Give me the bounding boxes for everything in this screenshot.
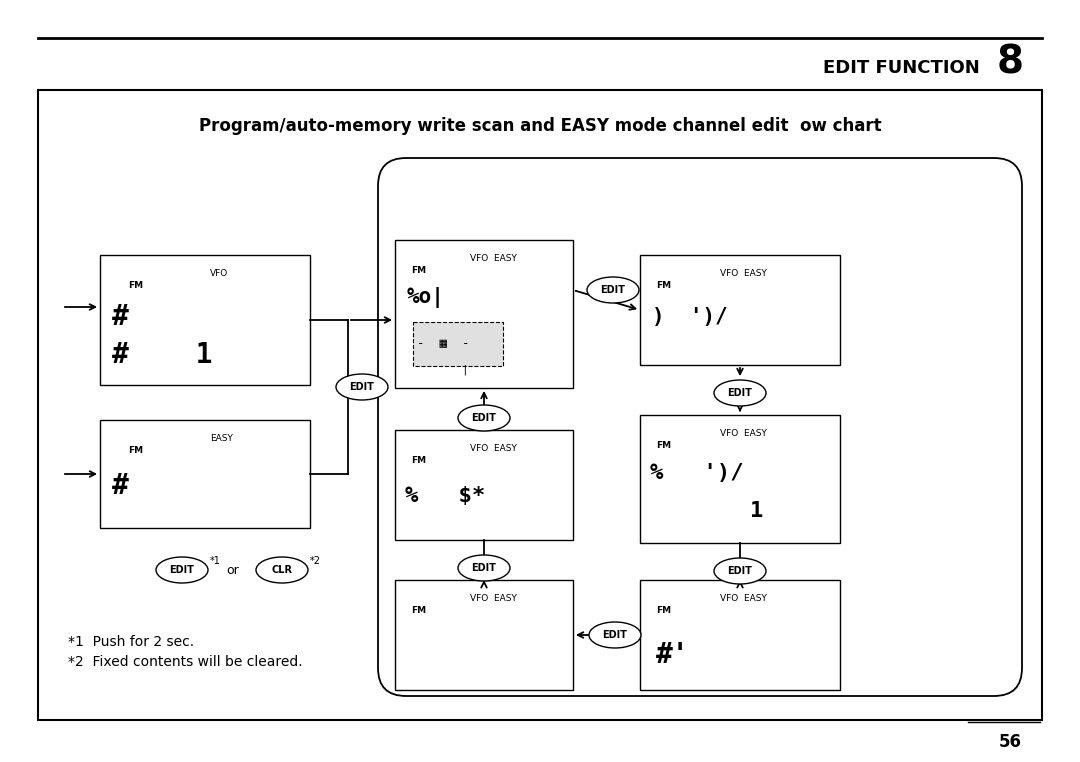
Text: FM: FM [656,606,671,615]
Text: *1: *1 [210,556,221,566]
Ellipse shape [256,557,308,583]
Text: or: or [226,564,239,577]
FancyBboxPatch shape [395,240,573,388]
Ellipse shape [589,622,642,648]
Text: EDIT FUNCTION: EDIT FUNCTION [823,59,980,77]
Text: #    1: # 1 [112,341,213,369]
Text: EDIT: EDIT [170,565,194,575]
Text: #: # [112,303,129,331]
Text: -  ▦  -: - ▦ - [417,338,470,351]
Ellipse shape [336,374,388,400]
Text: *2: *2 [310,556,321,566]
FancyBboxPatch shape [640,415,840,543]
FancyBboxPatch shape [100,255,310,385]
Text: EDIT: EDIT [728,566,753,576]
Text: #: # [112,472,129,500]
Text: FM: FM [129,281,144,290]
Text: VFO  EASY: VFO EASY [720,429,767,438]
Text: EASY: EASY [210,434,233,443]
Text: VFO  EASY: VFO EASY [470,444,517,453]
FancyBboxPatch shape [640,255,840,365]
Text: |: | [461,365,469,375]
Text: FM: FM [411,606,427,615]
Text: FM: FM [656,281,671,290]
Text: )  ')/: ) ')/ [652,307,728,327]
Text: CLR: CLR [271,565,293,575]
Text: FM: FM [656,441,671,450]
Text: VFO  EASY: VFO EASY [720,269,767,278]
Ellipse shape [156,557,208,583]
Ellipse shape [588,277,639,303]
Text: VFO: VFO [210,269,228,278]
Text: EDIT: EDIT [350,382,375,392]
FancyBboxPatch shape [38,90,1042,720]
FancyBboxPatch shape [395,580,573,690]
Text: *1  Push for 2 sec.: *1 Push for 2 sec. [68,635,194,649]
Text: FM: FM [411,456,427,465]
FancyBboxPatch shape [395,430,573,540]
Ellipse shape [714,380,766,406]
Text: %o|: %o| [407,287,445,309]
Text: #': #' [656,641,689,669]
Ellipse shape [714,558,766,584]
Text: FM: FM [411,266,427,275]
Text: EDIT: EDIT [600,285,625,295]
Text: EDIT: EDIT [472,413,497,423]
Text: *2  Fixed contents will be cleared.: *2 Fixed contents will be cleared. [68,655,302,669]
Text: %   $*: % $* [405,486,485,506]
FancyBboxPatch shape [378,158,1022,696]
Text: VFO  EASY: VFO EASY [470,594,517,603]
Text: EDIT: EDIT [728,388,753,398]
FancyBboxPatch shape [640,580,840,690]
Text: FM: FM [129,446,144,455]
Text: 56: 56 [999,733,1022,751]
Ellipse shape [458,405,510,431]
Text: VFO  EASY: VFO EASY [720,594,767,603]
Text: EDIT: EDIT [603,630,627,640]
FancyBboxPatch shape [413,322,503,366]
Ellipse shape [458,555,510,581]
Text: 1: 1 [750,501,764,521]
FancyBboxPatch shape [100,420,310,528]
Text: VFO  EASY: VFO EASY [470,254,517,263]
Text: 8: 8 [997,43,1024,81]
Text: %   ')/: % ')/ [650,463,744,483]
Text: Program/auto-memory write scan and EASY mode channel edit  ow chart: Program/auto-memory write scan and EASY … [199,117,881,135]
Text: EDIT: EDIT [472,563,497,573]
